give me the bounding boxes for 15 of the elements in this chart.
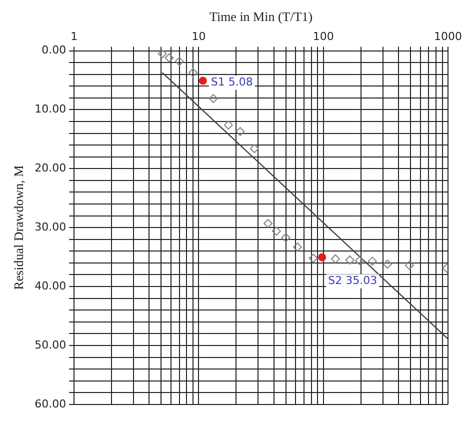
y-tick-label: 0.00 [42,44,66,57]
y-tick-label: 20.00 [34,162,66,175]
x-axis-title: Time in Min (T/T1) [209,9,313,24]
annotation: S1 5.08 [210,76,253,89]
x-tick-label: 100 [312,30,334,44]
y-tick-label: 40.00 [34,279,66,292]
y-tick-label: 30.00 [34,220,66,234]
x-tick-label: 1 [70,30,78,44]
x-tick-label: 10 [192,30,206,44]
annotation: S2 35.03 [328,274,378,288]
y-axis-title: Residual Drawdown, M [11,164,26,290]
y-tick-label: 10.00 [34,102,66,116]
y-tick-label: 60.00 [34,397,66,410]
y-tick-label: 50.00 [34,338,66,352]
x-tick-label: 1000 [434,30,462,44]
